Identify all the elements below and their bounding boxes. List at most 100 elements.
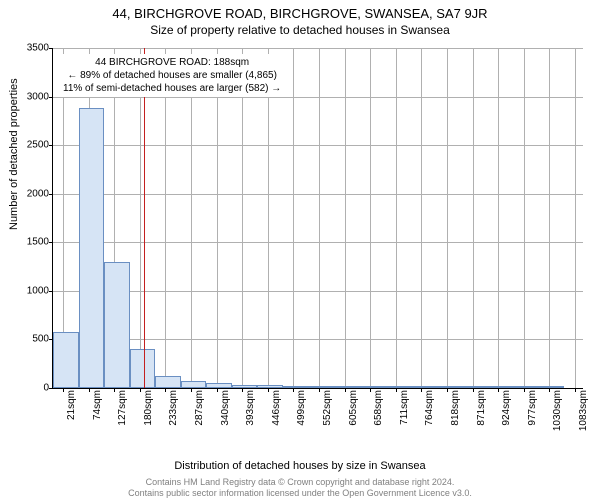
xtick-mark bbox=[140, 388, 141, 392]
ytick-label: 1000 bbox=[9, 285, 49, 296]
ytick-label: 1500 bbox=[9, 237, 49, 248]
ytick-mark bbox=[49, 388, 53, 389]
xtick-mark bbox=[293, 388, 294, 392]
ytick-mark bbox=[49, 145, 53, 146]
xtick-mark bbox=[447, 388, 448, 392]
plot-area: 050010001500200025003000350021sqm74sqm12… bbox=[52, 48, 583, 389]
chart-container: 44, BIRCHGROVE ROAD, BIRCHGROVE, SWANSEA… bbox=[0, 0, 600, 500]
xtick-mark bbox=[191, 388, 192, 392]
xtick-label: 658sqm bbox=[373, 390, 384, 426]
xtick-label: 818sqm bbox=[450, 390, 461, 426]
gridline-v bbox=[319, 48, 320, 388]
gridline-v bbox=[217, 48, 218, 388]
gridline-v bbox=[396, 48, 397, 388]
xtick-label: 924sqm bbox=[501, 390, 512, 426]
xtick-label: 287sqm bbox=[194, 390, 205, 426]
histogram-bar bbox=[104, 262, 130, 388]
histogram-bar bbox=[283, 386, 309, 388]
histogram-bar bbox=[538, 386, 564, 388]
ytick-mark bbox=[49, 242, 53, 243]
x-axis-label: Distribution of detached houses by size … bbox=[0, 460, 600, 472]
histogram-bar bbox=[487, 386, 513, 388]
gridline-v bbox=[575, 48, 576, 388]
xtick-mark bbox=[319, 388, 320, 392]
xtick-label: 764sqm bbox=[424, 390, 435, 426]
xtick-label: 977sqm bbox=[527, 390, 538, 426]
xtick-mark bbox=[370, 388, 371, 392]
xtick-label: 233sqm bbox=[168, 390, 179, 426]
xtick-label: 74sqm bbox=[92, 390, 103, 420]
ytick-label: 2500 bbox=[9, 140, 49, 151]
xtick-mark bbox=[63, 388, 64, 392]
title-sub: Size of property relative to detached ho… bbox=[0, 21, 600, 37]
histogram-bar bbox=[232, 385, 258, 388]
histogram-bar bbox=[257, 385, 283, 388]
histogram-bar bbox=[79, 108, 105, 388]
ytick-mark bbox=[49, 97, 53, 98]
histogram-bar bbox=[385, 386, 411, 388]
gridline-v bbox=[191, 48, 192, 388]
xtick-label: 127sqm bbox=[117, 390, 128, 426]
footer-line1: Contains HM Land Registry data © Crown c… bbox=[0, 477, 600, 487]
xtick-mark bbox=[268, 388, 269, 392]
xtick-label: 1030sqm bbox=[552, 390, 563, 431]
xtick-mark bbox=[549, 388, 550, 392]
histogram-bar bbox=[308, 386, 334, 388]
footer-attribution: Contains HM Land Registry data © Crown c… bbox=[0, 477, 600, 498]
ytick-label: 500 bbox=[9, 334, 49, 345]
gridline-v bbox=[293, 48, 294, 388]
xtick-mark bbox=[345, 388, 346, 392]
gridline-v bbox=[473, 48, 474, 388]
xtick-mark bbox=[217, 388, 218, 392]
histogram-bar bbox=[155, 376, 181, 388]
gridline-v bbox=[524, 48, 525, 388]
gridline-v bbox=[165, 48, 166, 388]
chart-area: 050010001500200025003000350021sqm74sqm12… bbox=[52, 48, 582, 428]
xtick-mark bbox=[114, 388, 115, 392]
xtick-label: 393sqm bbox=[245, 390, 256, 426]
histogram-bar bbox=[462, 386, 488, 388]
info-line3: 11% of semi-detached houses are larger (… bbox=[63, 82, 281, 95]
xtick-label: 180sqm bbox=[143, 390, 154, 426]
histogram-bar bbox=[181, 381, 207, 388]
title-main: 44, BIRCHGROVE ROAD, BIRCHGROVE, SWANSEA… bbox=[0, 0, 600, 21]
gridline-v bbox=[498, 48, 499, 388]
xtick-mark bbox=[524, 388, 525, 392]
xtick-label: 499sqm bbox=[296, 390, 307, 426]
xtick-mark bbox=[165, 388, 166, 392]
xtick-label: 605sqm bbox=[348, 390, 359, 426]
ytick-label: 3000 bbox=[9, 91, 49, 102]
xtick-label: 1083sqm bbox=[578, 390, 589, 431]
ytick-mark bbox=[49, 291, 53, 292]
ytick-label: 0 bbox=[9, 383, 49, 394]
histogram-bar bbox=[411, 386, 437, 388]
xtick-mark bbox=[89, 388, 90, 392]
xtick-label: 340sqm bbox=[220, 390, 231, 426]
xtick-mark bbox=[242, 388, 243, 392]
gridline-v bbox=[421, 48, 422, 388]
ytick-label: 3500 bbox=[9, 43, 49, 54]
histogram-bar bbox=[130, 349, 156, 388]
xtick-label: 871sqm bbox=[476, 390, 487, 426]
gridline-v bbox=[140, 48, 141, 388]
histogram-bar bbox=[334, 386, 360, 388]
histogram-bar bbox=[513, 386, 539, 388]
histogram-bar bbox=[436, 386, 462, 388]
footer-line2: Contains public sector information licen… bbox=[0, 488, 600, 498]
gridline-v bbox=[242, 48, 243, 388]
gridline-v bbox=[549, 48, 550, 388]
property-marker-line bbox=[144, 48, 145, 388]
xtick-mark bbox=[473, 388, 474, 392]
ytick-label: 2000 bbox=[9, 188, 49, 199]
xtick-label: 21sqm bbox=[66, 390, 77, 420]
info-line2: ← 89% of detached houses are smaller (4,… bbox=[63, 69, 281, 82]
gridline-v bbox=[370, 48, 371, 388]
xtick-label: 446sqm bbox=[271, 390, 282, 426]
gridline-v bbox=[447, 48, 448, 388]
ytick-mark bbox=[49, 194, 53, 195]
histogram-bar bbox=[206, 383, 232, 388]
gridline-v bbox=[345, 48, 346, 388]
gridline-v bbox=[268, 48, 269, 388]
xtick-label: 552sqm bbox=[322, 390, 333, 426]
xtick-mark bbox=[396, 388, 397, 392]
